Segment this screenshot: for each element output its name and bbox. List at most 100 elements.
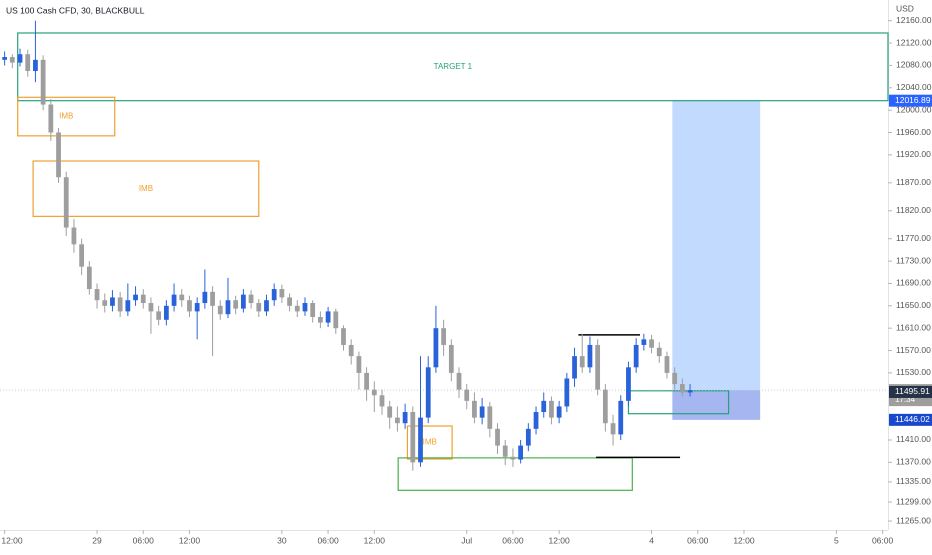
candle-body (656, 347, 662, 357)
candle-body (210, 291, 215, 306)
candle-body (310, 303, 316, 317)
candle-body (649, 339, 654, 348)
candle-body (595, 344, 601, 390)
candle-body (348, 344, 354, 357)
candle-body (448, 344, 454, 373)
y-tick-label: 11730.00 (896, 255, 931, 265)
candle-body (318, 316, 323, 323)
candle-body (156, 311, 162, 320)
candle-body (672, 372, 678, 385)
candle-body (664, 356, 670, 373)
x-tick-label: 12:00 (1, 535, 23, 545)
x-tick-label: 12:00 (548, 535, 570, 545)
y-tick-label: 12080.00 (896, 60, 932, 70)
candle-body (240, 294, 246, 309)
position-target-zone (672, 100, 761, 391)
candle-body (125, 300, 131, 312)
candle-body (48, 104, 54, 133)
position-stop-zone (672, 390, 761, 420)
candle-body (472, 400, 477, 418)
x-tick-label: 06:00 (872, 535, 894, 545)
candle-body (572, 356, 577, 379)
candle-body (556, 406, 562, 418)
candle-body (541, 400, 547, 413)
candle-body (187, 300, 192, 312)
candle-body (633, 344, 639, 368)
x-tick-label: 29 (92, 535, 102, 545)
candle-body (641, 339, 647, 345)
candle-body (256, 303, 262, 312)
y-tick-label: 11335.00 (896, 476, 931, 486)
currency-label: USD (896, 3, 914, 13)
candle-body (502, 445, 508, 457)
candle-body (518, 445, 524, 460)
candle-body (102, 300, 108, 306)
candle-body (225, 300, 231, 315)
candle-body (525, 428, 531, 446)
x-tick-label: 5 (834, 535, 839, 545)
zone-label: IMB (423, 438, 437, 447)
candle-body (341, 328, 346, 345)
x-tick-label: 30 (277, 535, 287, 545)
candle-body (602, 389, 608, 424)
price-countdown: 17:34 (895, 395, 916, 404)
y-tick-label: 11690.00 (896, 278, 931, 288)
x-tick-label: 06:00 (317, 535, 339, 545)
candle-body (610, 423, 616, 435)
price-badge (889, 385, 932, 398)
candle-body (248, 294, 254, 304)
y-tick-label: 11370.00 (896, 457, 931, 467)
candle-body (117, 297, 123, 312)
candle-body (387, 406, 393, 418)
y-tick-label: 11610.00 (896, 322, 931, 332)
y-tick-label: 11265.00 (896, 515, 931, 525)
y-tick-label: 11820.00 (896, 205, 931, 215)
candle-body (679, 384, 685, 393)
candle-body (163, 305, 169, 320)
y-tick-label: 11410.00 (896, 434, 931, 444)
candle-body (264, 300, 269, 312)
price-badge-label: 11446.02 (895, 414, 930, 424)
y-tick-label: 11650.00 (896, 300, 931, 310)
candle-body (441, 328, 447, 345)
x-tick-label: 06:00 (502, 535, 524, 545)
zone-box (406, 425, 453, 460)
candle-body (433, 328, 439, 368)
zone-box (32, 160, 260, 217)
zone-label: IMB (59, 112, 73, 121)
candle-body (9, 57, 15, 63)
x-tick-label: Jul (461, 535, 472, 545)
candle-body (110, 297, 115, 306)
candle-body (456, 372, 462, 390)
candle-body (179, 294, 185, 301)
candle-body (17, 54, 23, 63)
candle-body (40, 59, 46, 105)
zone-label: TARGET 1 (434, 62, 473, 71)
candle-body (579, 356, 585, 368)
y-tick-label: 12040.00 (896, 82, 932, 92)
candle-body (86, 266, 92, 290)
candle-body (94, 289, 100, 301)
price-badge-label: 11495.91 (895, 386, 930, 396)
candle-body (464, 389, 470, 401)
candle-body (626, 367, 631, 401)
candle-body (294, 305, 300, 312)
candle-body (33, 59, 38, 72)
y-tick-label: 12120.00 (896, 37, 932, 47)
x-tick-label: 4 (649, 535, 654, 545)
candle-body (618, 400, 624, 435)
candle-body (140, 294, 146, 304)
y-tick-label: 11770.00 (896, 233, 931, 243)
candle-body (56, 132, 61, 178)
y-tick-label: 11960.00 (896, 127, 931, 137)
candle-body (418, 417, 423, 463)
price-badge (889, 94, 932, 107)
y-tick-label: 11570.00 (896, 345, 931, 355)
y-tick-label: 11530.00 (896, 367, 931, 377)
candle-body (63, 177, 69, 228)
candle-body (402, 412, 408, 424)
y-tick-label: 11299.00 (896, 496, 931, 506)
